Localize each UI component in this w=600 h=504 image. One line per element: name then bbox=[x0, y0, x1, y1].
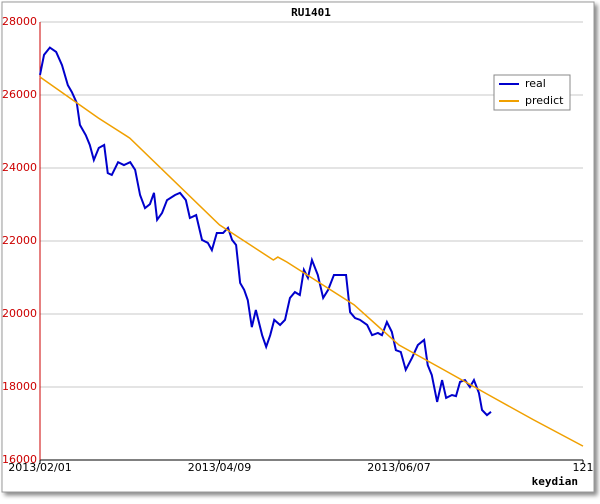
legend-label: predict bbox=[525, 94, 564, 107]
x-tick-label: 2013/06/07 bbox=[367, 461, 430, 474]
y-tick-label: 18000 bbox=[2, 380, 37, 393]
y-tick-label: 28000 bbox=[2, 15, 37, 28]
chart-title: RU1401 bbox=[291, 6, 331, 19]
x-tick-label: 2013/02/01 bbox=[8, 461, 71, 474]
y-tick-label: 20000 bbox=[2, 307, 37, 320]
series-line bbox=[39, 76, 584, 447]
x-tick-label: 121 bbox=[573, 461, 594, 474]
y-tick-label: 16000 bbox=[2, 453, 37, 466]
y-tick-label: 22000 bbox=[2, 234, 37, 247]
legend-label: real bbox=[525, 77, 546, 90]
legend-box bbox=[493, 74, 571, 111]
x-tick-label: 2013/04/09 bbox=[188, 461, 251, 474]
series-line bbox=[39, 46, 492, 417]
y-tick-label: 24000 bbox=[2, 161, 37, 174]
y-tick-label: 26000 bbox=[2, 88, 37, 101]
x-axis-label: keydian bbox=[532, 475, 578, 488]
